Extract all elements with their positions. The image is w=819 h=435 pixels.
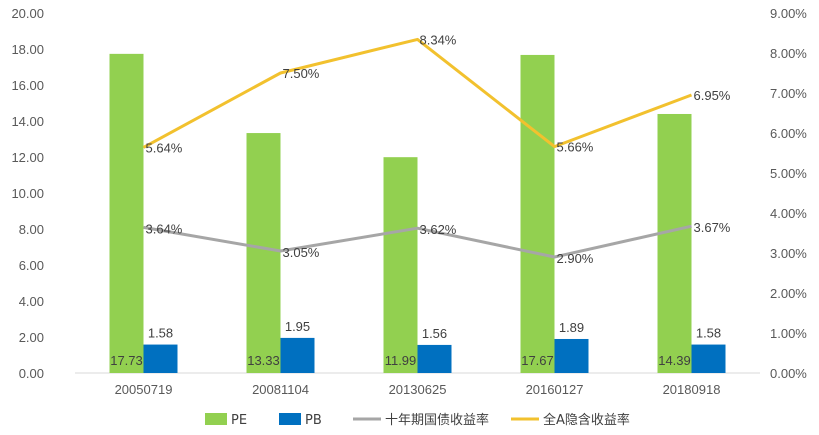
right-tick-label: 6.00% — [770, 126, 807, 141]
left-tick-label: 8.00 — [19, 222, 44, 237]
bar-pe-20160127 — [520, 54, 555, 373]
left-tick-label: 4.00 — [19, 294, 44, 309]
legend-label: PE — [231, 413, 247, 428]
bar-value-label: 17.73 — [110, 353, 143, 368]
x-tick-label: 20130625 — [389, 382, 447, 397]
left-tick-label: 10.00 — [11, 186, 44, 201]
right-tick-label: 4.00% — [770, 206, 807, 221]
bar-pb-20160127 — [554, 338, 589, 373]
data-labels: 17.73 13.33 11.99 17.67 14.39 1.58 1.95 1.56 1.8… — [110, 32, 731, 368]
x-tick-label: 20180918 — [663, 382, 721, 397]
legend-label: PB — [305, 413, 322, 428]
right-tick-label: 9.00% — [770, 6, 807, 21]
line-value-label: 6.95% — [694, 88, 731, 103]
right-tick-label: 5.00% — [770, 166, 807, 181]
line-series-1 — [142, 37, 693, 149]
left-tick-label: 16.00 — [11, 78, 44, 93]
line-series-0 — [143, 224, 692, 259]
bar-value-label: 13.33 — [247, 353, 280, 368]
bar-value-label: 1.95 — [285, 319, 310, 334]
left-tick-label: 0.00 — [19, 366, 44, 381]
left-tick-label: 14.00 — [11, 114, 44, 129]
line-value-label: 3.64% — [146, 221, 183, 236]
legend-swatch — [205, 413, 227, 425]
right-tick-label: 0.00% — [770, 366, 807, 381]
right-axis: 0.00% 1.00% 2.00% 3.00% 4.00% 5.00% 6.00% 7.00%… — [770, 6, 807, 381]
legend-label: 全A隐含收益率 — [543, 412, 630, 428]
line-value-label: 3.62% — [420, 222, 457, 237]
legend: PE PB 十年期国债收益率 全A隐含收益率 — [205, 412, 630, 428]
x-tick-label: 20081104 — [252, 382, 309, 397]
line-value-label: 8.34% — [420, 32, 457, 47]
left-tick-label: 2.00 — [19, 330, 44, 345]
bar-value-label: 14.39 — [658, 353, 691, 368]
left-axis: 0.00 2.00 4.00 6.00 8.00 10.00 12.00 14.00 16.00… — [11, 6, 44, 381]
bar-pe-20081104 — [246, 133, 281, 373]
bar-pe-20050719 — [109, 53, 144, 374]
bar-value-label: 17.67 — [521, 353, 554, 368]
bar-pb-20081104 — [280, 337, 315, 373]
x-axis: 20050719 20081104 20130625 20160127 20180918 — [115, 382, 721, 397]
right-tick-label: 7.00% — [770, 86, 807, 101]
bar-value-label: 1.89 — [559, 320, 584, 335]
legend-label: 十年期国债收益率 — [385, 412, 489, 428]
x-tick-label: 20050719 — [115, 382, 173, 397]
right-tick-label: 8.00% — [770, 46, 807, 61]
right-tick-label: 1.00% — [770, 326, 807, 341]
bar-series — [109, 53, 726, 374]
bar-pe-20180918 — [657, 113, 692, 373]
right-tick-label: 2.00% — [770, 286, 807, 301]
left-tick-label: 20.00 — [11, 6, 44, 21]
bar-pb-20180918 — [691, 344, 726, 373]
line-value-label: 3.05% — [283, 245, 320, 260]
left-tick-label: 6.00 — [19, 258, 44, 273]
left-tick-label: 18.00 — [11, 42, 44, 57]
line-value-label: 5.64% — [146, 140, 183, 155]
bar-value-label: 1.58 — [696, 326, 721, 341]
line-value-label: 7.50% — [283, 66, 320, 81]
line-series — [142, 37, 693, 259]
line-value-label: 5.66% — [557, 140, 594, 155]
bar-pe-20130625 — [383, 157, 418, 373]
bar-pb-20130625 — [417, 344, 452, 373]
x-tick-label: 20160127 — [526, 382, 584, 397]
right-tick-label: 3.00% — [770, 246, 807, 261]
left-tick-label: 12.00 — [11, 150, 44, 165]
legend-swatch — [279, 413, 301, 425]
bar-value-label: 1.56 — [422, 326, 447, 341]
line-value-label: 2.90% — [557, 251, 594, 266]
bar-value-label: 1.58 — [148, 326, 173, 341]
line-value-label: 3.67% — [694, 220, 731, 235]
bar-value-label: 11.99 — [385, 353, 417, 368]
bar-pb-20050719 — [143, 344, 178, 373]
